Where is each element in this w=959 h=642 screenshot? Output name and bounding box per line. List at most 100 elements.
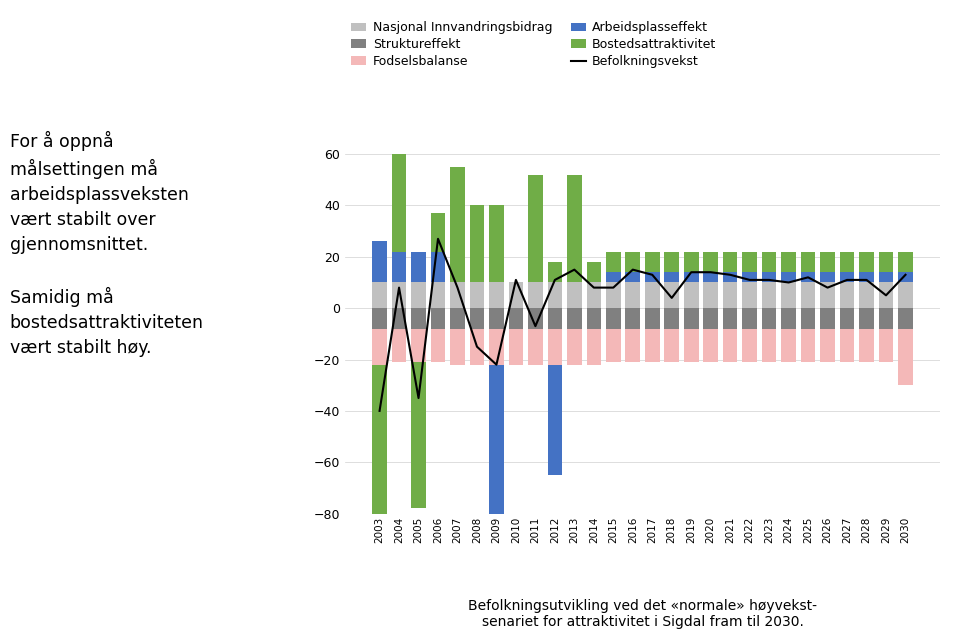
Befolkningsvekst bbox=[841, 276, 853, 284]
Bar bbox=[391, 282, 407, 308]
Bar bbox=[450, 308, 465, 329]
Bar bbox=[723, 308, 737, 329]
Bar bbox=[684, 272, 698, 282]
Bar bbox=[801, 272, 815, 282]
Bar bbox=[820, 329, 835, 362]
Bar bbox=[820, 252, 835, 272]
Befolkningsvekst bbox=[471, 343, 482, 351]
Bar bbox=[742, 252, 757, 272]
Befolkningsvekst bbox=[452, 284, 463, 291]
Bar bbox=[645, 252, 660, 272]
Bar bbox=[761, 252, 777, 272]
Bar bbox=[372, 241, 386, 282]
Bar bbox=[587, 329, 601, 365]
Bar bbox=[782, 272, 796, 282]
Bar bbox=[391, 252, 407, 282]
Befolkningsvekst bbox=[412, 394, 424, 402]
Bar bbox=[742, 272, 757, 282]
Bar bbox=[470, 282, 484, 308]
Bar bbox=[567, 282, 582, 308]
Bar bbox=[625, 272, 640, 282]
Befolkningsvekst bbox=[627, 266, 639, 273]
Bar bbox=[899, 272, 913, 282]
Bar bbox=[665, 252, 679, 272]
Befolkningsvekst bbox=[374, 407, 386, 415]
Bar bbox=[548, 282, 562, 308]
Befolkningsvekst bbox=[705, 268, 716, 276]
Befolkningsvekst bbox=[491, 361, 503, 369]
Befolkningsvekst bbox=[666, 294, 677, 302]
Bar bbox=[840, 252, 854, 272]
Bar bbox=[606, 282, 620, 308]
Bar bbox=[859, 308, 874, 329]
Befolkningsvekst bbox=[608, 284, 620, 291]
Bar bbox=[723, 282, 737, 308]
Bar bbox=[859, 329, 874, 362]
Bar bbox=[801, 308, 815, 329]
Bar bbox=[489, 308, 503, 329]
Befolkningsvekst bbox=[783, 279, 794, 286]
Bar bbox=[665, 308, 679, 329]
Bar bbox=[470, 205, 484, 282]
Bar bbox=[431, 308, 445, 329]
Bar bbox=[761, 329, 777, 362]
Befolkningsvekst bbox=[724, 271, 736, 279]
Bar bbox=[587, 282, 601, 308]
Bar bbox=[684, 308, 698, 329]
Bar bbox=[391, 329, 407, 362]
Bar bbox=[606, 308, 620, 329]
Bar bbox=[899, 282, 913, 308]
Bar bbox=[372, 308, 386, 329]
Bar bbox=[528, 175, 543, 282]
Bar bbox=[431, 252, 445, 282]
Bar bbox=[391, 308, 407, 329]
Bar bbox=[742, 329, 757, 362]
Bar bbox=[508, 282, 524, 308]
Bar bbox=[625, 282, 640, 308]
Bar bbox=[411, 308, 426, 329]
Bar bbox=[470, 329, 484, 365]
Befolkningsvekst bbox=[588, 284, 599, 291]
Bar bbox=[489, 365, 503, 514]
Bar bbox=[840, 308, 854, 329]
Bar bbox=[548, 308, 562, 329]
Bar bbox=[625, 252, 640, 272]
Bar bbox=[548, 262, 562, 282]
Befolkningsvekst bbox=[550, 276, 561, 284]
Bar bbox=[820, 308, 835, 329]
Bar bbox=[606, 272, 620, 282]
Bar bbox=[548, 365, 562, 475]
Bar bbox=[528, 308, 543, 329]
Bar bbox=[761, 272, 777, 282]
Legend: Nasjonal Innvandringsbidrag, Struktureffekt, Fodselsbalanse, Arbeidsplasseffekt,: Nasjonal Innvandringsbidrag, Struktureff… bbox=[352, 21, 716, 68]
Befolkningsvekst bbox=[861, 276, 873, 284]
Befolkningsvekst bbox=[646, 271, 658, 279]
Bar bbox=[411, 252, 426, 282]
Bar bbox=[645, 329, 660, 362]
Befolkningsvekst bbox=[744, 276, 756, 284]
Bar bbox=[859, 252, 874, 272]
Bar bbox=[684, 329, 698, 362]
Bar bbox=[606, 329, 620, 362]
Bar bbox=[723, 329, 737, 362]
Bar bbox=[567, 175, 582, 282]
Bar bbox=[878, 308, 894, 329]
Bar bbox=[703, 272, 718, 282]
Bar bbox=[820, 282, 835, 308]
Bar bbox=[508, 329, 524, 365]
Befolkningsvekst bbox=[393, 284, 405, 291]
Bar bbox=[645, 282, 660, 308]
Bar bbox=[450, 167, 465, 282]
Bar bbox=[625, 329, 640, 362]
Bar bbox=[723, 272, 737, 282]
Bar bbox=[684, 282, 698, 308]
Befolkningsvekst bbox=[803, 273, 814, 281]
Bar bbox=[742, 282, 757, 308]
Bar bbox=[782, 282, 796, 308]
Bar bbox=[878, 252, 894, 272]
Bar bbox=[899, 329, 913, 385]
Bar bbox=[761, 282, 777, 308]
Bar bbox=[431, 282, 445, 308]
Bar bbox=[761, 308, 777, 329]
Bar bbox=[528, 329, 543, 365]
